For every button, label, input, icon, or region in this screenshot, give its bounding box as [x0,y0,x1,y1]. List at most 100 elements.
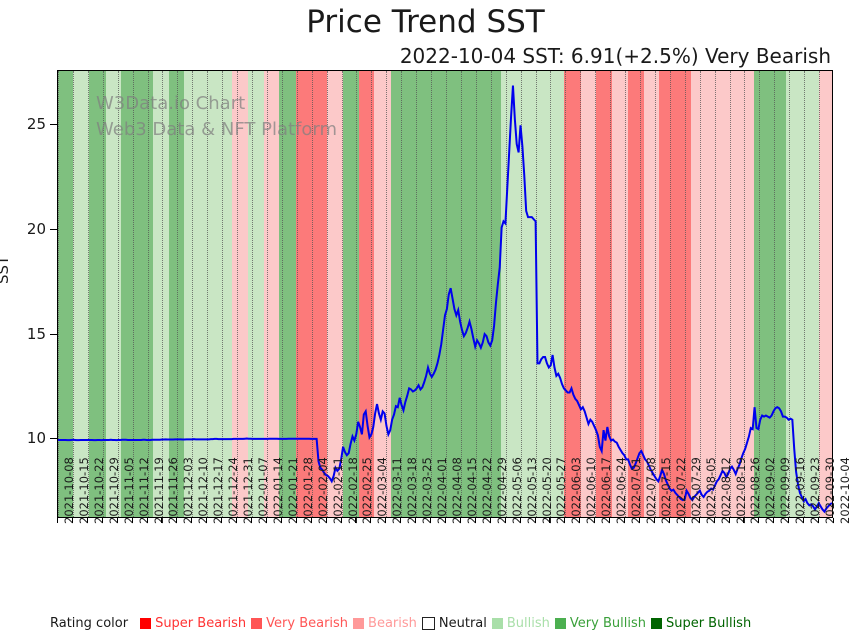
gridline-vertical [147,71,149,517]
legend-item[interactable]: Neutral [421,616,487,631]
x-axis-tick [161,518,163,523]
x-axis-tick [295,518,297,523]
y-axis-tick [50,333,57,335]
legend-item[interactable]: Bullish [491,616,550,631]
x-axis-tick-label: 2022-09-02 [763,457,778,524]
plot-area: W3Data.io Chart Web3 Data & NFT Platform [57,70,833,518]
legend-label: Bearish [368,616,417,631]
x-axis-tick-label: 2022-02-11 [330,457,345,524]
legend-title: Rating color [50,616,129,631]
rating-band [691,71,708,517]
rating-band [564,71,582,517]
gridline-vertical [625,71,627,517]
x-axis-tick [653,518,655,523]
gridline-vertical [669,71,671,517]
x-axis-tick-label: 2022-01-28 [300,457,315,524]
x-axis-tick-label: 2022-05-13 [524,457,539,524]
rating-band [611,71,629,517]
gridline-vertical [505,71,507,517]
x-axis-tick [594,518,596,523]
rating-band [200,71,217,517]
legend-label: Super Bullish [665,616,752,631]
x-axis-tick [236,518,238,523]
gridline-vertical [162,71,164,517]
x-axis-tick [459,518,461,523]
y-axis-title: SST [0,255,12,284]
x-axis-tick [280,518,282,523]
legend-item[interactable]: Bearish [353,616,417,631]
x-axis-tick [101,518,103,523]
x-axis-tick-label: 2022-01-21 [285,457,300,524]
legend-swatch [650,618,662,629]
x-axis-tick-label: 2021-12-17 [211,457,226,524]
x-axis-tick-label: 2022-09-23 [808,457,823,524]
x-axis-tick-label: 2022-03-25 [420,457,435,524]
x-axis-tick-label: 2022-02-25 [360,457,375,524]
x-axis-tick-label: 2022-08-05 [703,457,718,524]
gridline-vertical [296,71,298,517]
gridline-vertical [580,71,582,517]
gridline-vertical [371,71,373,517]
sst-line-path [58,86,832,512]
legend-label: Neutral [438,616,487,631]
rating-band [406,71,423,517]
gridline-vertical [222,71,224,517]
page-title: Price Trend SST [306,4,545,40]
legend-swatch [491,618,503,629]
rating-band [421,71,439,517]
x-axis-tick-label: 2022-05-20 [539,457,554,524]
gridline-vertical [699,71,701,517]
gridline-vertical [132,71,134,517]
gridline-vertical [431,71,433,517]
rating-band [533,71,550,517]
rating-bands [58,71,832,517]
x-axis-tick [415,518,417,523]
gridline-vertical [72,71,74,517]
rating-band [548,71,565,517]
x-axis-tick [325,518,327,523]
x-axis-tick-label: 2021-10-22 [91,457,106,524]
gridline-vertical [610,71,612,517]
legend-swatch [353,618,365,629]
x-axis-tick-label: 2022-06-24 [614,457,629,524]
gridline-vertical [804,71,806,517]
y-axis-tick-label: 20 [26,220,46,239]
x-axis-tick-label: 2022-05-06 [509,457,524,524]
x-axis-tick-label: 2022-08-26 [748,457,763,524]
legend-item[interactable]: Very Bullish [554,616,646,631]
x-axis-tick [221,518,223,523]
gridline-vertical [177,71,179,517]
legend-item[interactable]: Super Bullish [650,616,752,631]
legend-label: Very Bullish [569,616,646,631]
x-axis-tick [445,518,446,523]
gridline-vertical [714,71,716,517]
rating-band [485,71,502,517]
x-axis-tick [504,518,506,523]
gridline-vertical [744,71,746,517]
x-axis-tick [340,518,342,523]
legend-item[interactable]: Very Bearish [251,616,348,631]
x-axis-tick [728,518,730,523]
x-axis-tick [773,518,775,523]
x-axis-tick [71,518,73,523]
gridline-vertical [87,71,89,517]
x-axis-tick-label: 2021-11-19 [151,457,166,524]
x-axis-tick [833,518,834,523]
rating-band [153,71,170,517]
x-axis-tick [385,518,387,523]
legend-swatch [140,618,152,629]
x-axis-tick-label: 2021-12-10 [196,457,211,524]
x-axis-tick-label: 2022-06-03 [569,457,584,524]
x-axis-tick-label: 2022-09-09 [778,457,793,524]
x-axis-tick [116,518,118,523]
x-axis-tick [430,518,432,523]
x-axis-tick [743,518,745,523]
x-axis-tick [251,518,252,523]
x-axis-tick-label: 2021-12-03 [181,457,196,524]
x-axis-tick [713,518,715,523]
rating-band [501,71,518,517]
rating-band [738,71,755,517]
gridline-vertical [759,71,761,517]
x-axis-tick [579,518,581,523]
legend-item[interactable]: Super Bearish [140,616,246,631]
